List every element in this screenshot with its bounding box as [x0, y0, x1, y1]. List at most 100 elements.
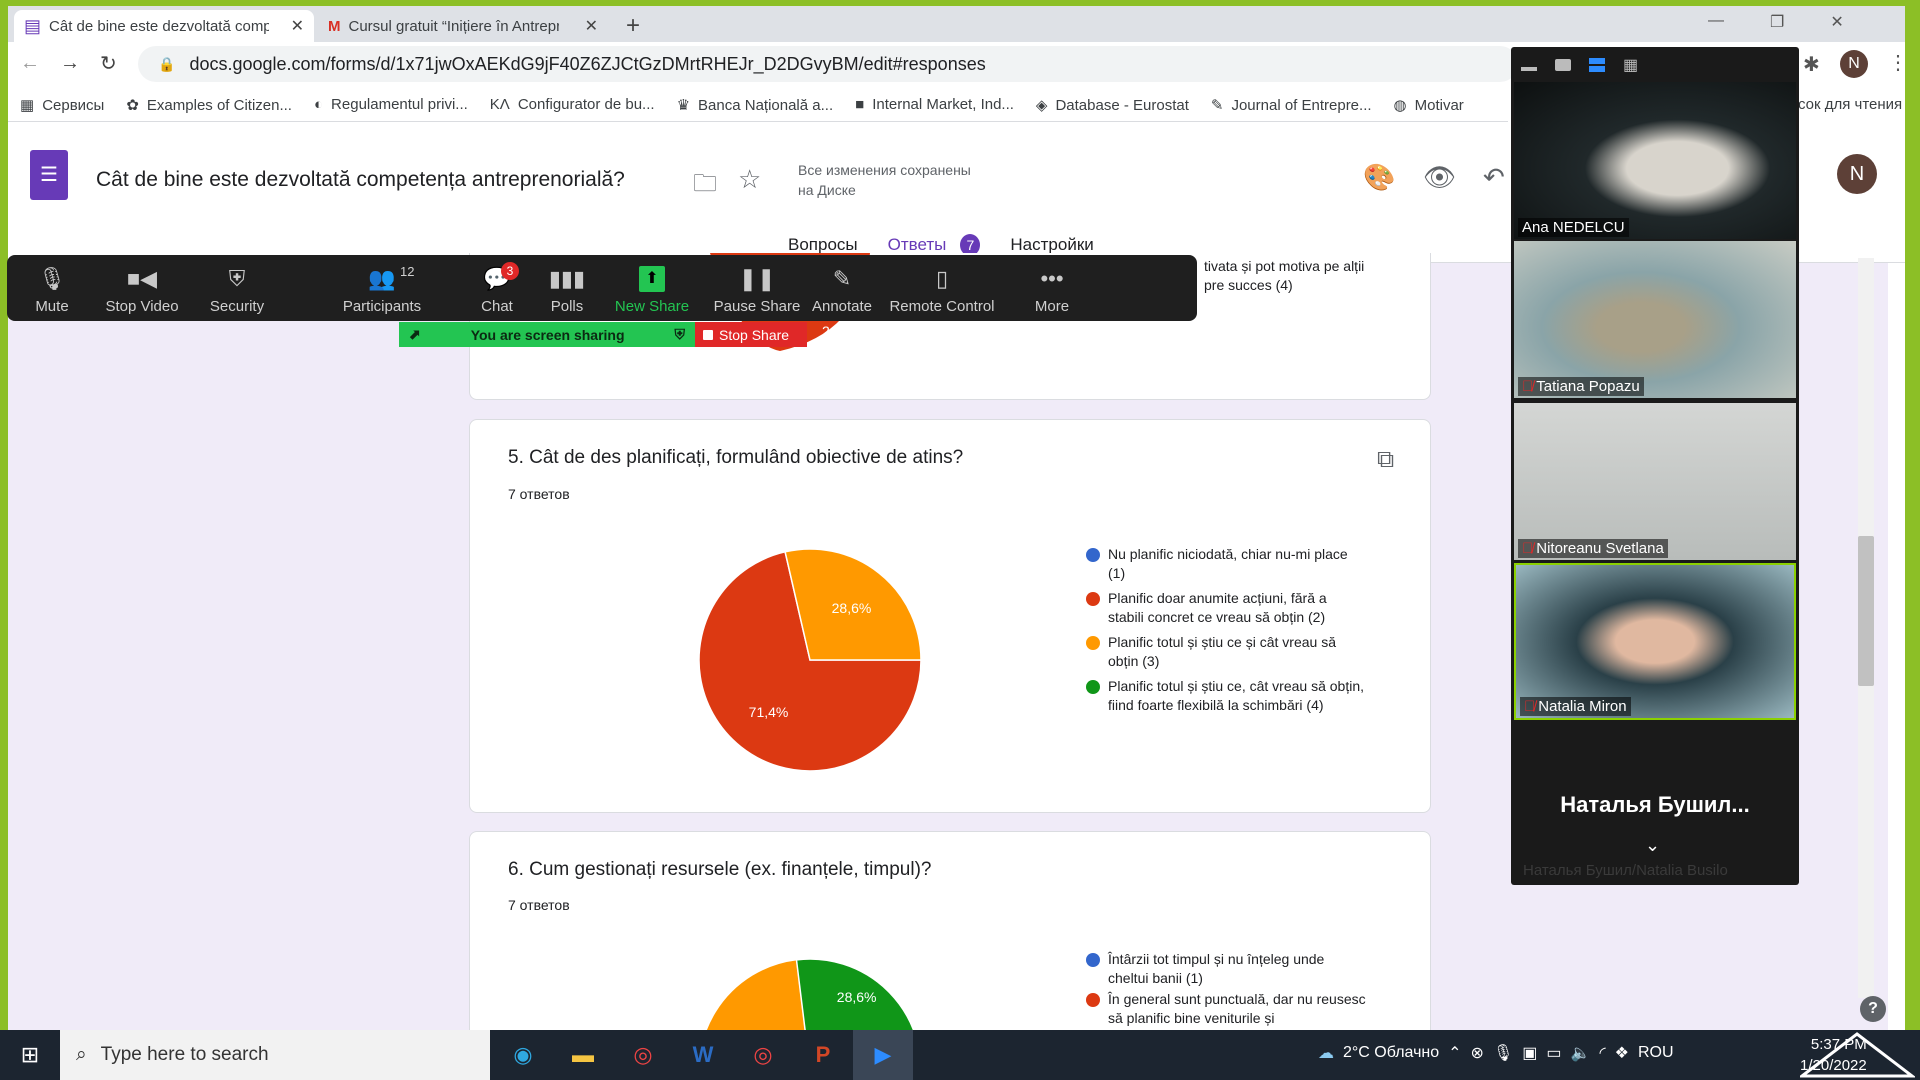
chrome-icon[interactable]: ◎ — [633, 1042, 653, 1067]
zoom-stop-video-button[interactable]: ■◀ Stop Video — [105, 266, 179, 315]
video-tile-active-speaker[interactable]: 🎙̸ Natalia Miron — [1514, 563, 1796, 720]
scrollbar-thumb[interactable] — [1858, 536, 1874, 686]
tab-questions[interactable]: Вопросы — [788, 235, 858, 254]
zoom-polls-button[interactable]: ▮▮▮ Polls — [548, 266, 586, 315]
windows-taskbar: ⊞ ⌕ Type here to search ◉ ▬ ◎ W ◎ P ▶ ☁ 2… — [0, 1030, 1920, 1080]
legend-item[interactable]: Planific doar anumite acțiuni, fără a st… — [1086, 589, 1366, 627]
battery-icon[interactable]: ▭ — [1546, 1045, 1562, 1062]
legend-item[interactable]: Nu planific niciodată, chiar nu-mi place… — [1086, 545, 1366, 583]
video-tile[interactable]: Ana NEDELCU — [1514, 82, 1796, 239]
zoom-remote-control-button[interactable]: ▯ Remote Control — [889, 266, 995, 315]
bookmark-item[interactable]: ◐ Regulamentul privi... — [313, 96, 468, 113]
legend-item[interactable]: Întârzii tot timpul și nu înțeleg unde c… — [1086, 950, 1366, 988]
help-icon[interactable]: ? — [1860, 996, 1886, 1022]
display-icon[interactable]: ▣ — [1522, 1045, 1538, 1062]
wifi-icon[interactable]: ◜ — [1599, 1045, 1606, 1062]
form-title[interactable]: Cât de bine este dezvoltată competența a… — [96, 168, 625, 191]
copy-chart-icon[interactable]: ⧉ — [1377, 446, 1395, 473]
zoom-security-button[interactable]: ⛨ Security — [209, 266, 265, 315]
scrollbar[interactable] — [1858, 258, 1874, 998]
microphone-icon[interactable]: 🎙 — [1492, 1045, 1514, 1062]
pie-slice[interactable] — [698, 550, 922, 772]
word-icon[interactable]: W — [692, 1042, 714, 1067]
response-count: 7 ответов — [508, 486, 570, 502]
watermark-logo — [1800, 1032, 1915, 1078]
extensions-icon[interactable]: ✱ — [1803, 54, 1820, 76]
legend-item[interactable]: În general sunt punctuală, dar nu reuses… — [1086, 990, 1366, 1028]
pie-slice[interactable] — [784, 548, 922, 661]
legend-swatch — [1086, 953, 1100, 967]
gallery-view-icon[interactable]: ▦ — [1623, 57, 1638, 74]
bookmark-item[interactable]: ✿ Examples of Citizen... — [126, 96, 292, 114]
profile-avatar[interactable]: N — [1840, 50, 1868, 78]
question-card-5: 5. Cât de des planificați, formulând obi… — [469, 419, 1431, 813]
bookmark-item[interactable]: ◍ Motivar — [1393, 96, 1464, 114]
drag-handle-icon[interactable]: ⬈ — [409, 326, 421, 342]
forms-logo-icon[interactable]: ☰ — [30, 150, 68, 200]
zoom-meeting-toolbar: 🎙 Mute ■◀ Stop Video ⛨ Security 👥 12 Participant… — [7, 255, 1197, 321]
star-icon[interactable]: ☆ — [738, 164, 762, 194]
network-error-icon[interactable]: ⊗ — [1470, 1045, 1484, 1062]
palette-icon[interactable]: 🎨 — [1363, 162, 1396, 192]
chevron-up-icon[interactable]: ⌃ — [1448, 1045, 1462, 1062]
stop-share-button[interactable]: Stop Share — [695, 322, 807, 347]
tab-settings[interactable]: Настройки — [1010, 235, 1094, 254]
dropbox-icon[interactable]: ❖ — [1614, 1045, 1629, 1062]
zoom-app-icon[interactable]: ▶ — [853, 1030, 913, 1080]
reading-list[interactable]: сок для чтения — [1798, 96, 1903, 113]
hide-video-icon[interactable] — [1555, 59, 1571, 71]
back-icon[interactable]: ← — [20, 52, 40, 74]
edge-icon[interactable]: ◉ — [513, 1042, 533, 1067]
volume-icon[interactable]: 🔈 — [1570, 1045, 1591, 1062]
powerpoint-icon[interactable]: P — [815, 1042, 831, 1067]
video-tile[interactable]: 🎙̸ Nitoreanu Svetlana — [1514, 403, 1796, 560]
bookmarks-bar: ▦ Сервисы ✿ Examples of Citizen... ◐ Regulame… — [8, 88, 1508, 122]
maximize-icon[interactable]: ❐ — [1770, 14, 1785, 31]
undo-icon[interactable]: ↶ — [1483, 162, 1505, 192]
bookmark-item[interactable]: ■ Internal Market, Ind... — [855, 96, 1014, 113]
tab-gmail[interactable]: M Cursul gratuit “Inițiere în Antrepr ✕ — [328, 17, 598, 36]
reload-icon[interactable]: ↻ — [100, 53, 117, 75]
bookmark-item[interactable]: ▦ Сервисы — [20, 96, 105, 114]
chrome-profile-icon[interactable]: ◎ — [753, 1042, 773, 1067]
pie-slice[interactable] — [795, 958, 921, 1030]
legend-item[interactable]: Planific totul și știu ce, cât vreau să … — [1086, 677, 1366, 715]
pie-slice[interactable] — [699, 959, 810, 1030]
preview-eye-icon[interactable]: 👁 — [1423, 162, 1457, 192]
zoom-mute-button[interactable]: 🎙 Mute — [35, 266, 69, 315]
windows-start-icon[interactable]: ⊞ — [20, 1042, 40, 1067]
close-window-icon[interactable]: ✕ — [1830, 14, 1844, 31]
bookmark-item[interactable]: KΛ Configurator de bu... — [489, 96, 655, 113]
chart-legend: Nu planific niciodată, chiar nu-mi place… — [1086, 545, 1366, 721]
bookmark-icon: ■ — [855, 96, 865, 113]
zoom-pause-share-button[interactable]: ❚❚ Pause Share — [713, 266, 801, 315]
new-tab-button[interactable]: + — [626, 12, 641, 39]
zoom-more-button[interactable]: ••• More — [1034, 266, 1070, 315]
close-tab-icon[interactable]: ✕ — [584, 18, 598, 35]
video-tile[interactable]: 🎙̸ Tatiana Popazu — [1514, 241, 1796, 398]
minimize-icon[interactable]: — — [1708, 12, 1724, 29]
legend-item[interactable]: Planific totul și știu ce și cât vreau s… — [1086, 633, 1366, 671]
chevron-down-icon[interactable]: ⌄ — [1645, 835, 1661, 855]
bookmark-item[interactable]: ◈ Database - Eurostat — [1035, 96, 1189, 114]
bookmark-item[interactable]: ✎ Journal of Entrepre... — [1210, 96, 1372, 114]
speaker-view-icon[interactable] — [1589, 58, 1605, 72]
tab-responses[interactable]: Ответы 7 — [888, 234, 981, 256]
folder-icon[interactable]: 🗀 — [693, 170, 717, 197]
forward-icon[interactable]: → — [60, 52, 80, 74]
file-explorer-icon[interactable]: ▬ — [572, 1042, 594, 1067]
clock[interactable]: 5:37 PM 1/20/2022 — [1800, 1036, 1867, 1074]
taskbar-search-input[interactable]: ⌕ Type here to search — [60, 1030, 490, 1080]
url-input[interactable]: 🔒 docs.google.com/forms/d/1x71jwOxAEKdG9j… — [138, 46, 1518, 82]
minimize-icon[interactable] — [1521, 67, 1537, 71]
menu-icon[interactable]: ⋮ — [1888, 52, 1905, 74]
tab-forms[interactable]: ▤ Cât de bine este dezvoltată comp ✕ — [14, 10, 314, 42]
form-avatar[interactable]: N — [1837, 154, 1877, 194]
zoom-chat-button[interactable]: 💬 3 Chat — [457, 262, 537, 315]
bookmark-icon: ♛ — [676, 96, 691, 114]
zoom-new-share-button[interactable]: ⬆ New Share — [597, 266, 707, 315]
zoom-annotate-button[interactable]: ✎ Annotate — [811, 266, 873, 315]
zoom-participants-button[interactable]: 👥 12 Participants — [342, 264, 422, 315]
bookmark-item[interactable]: ♛ Banca Națională a... — [676, 96, 834, 114]
close-tab-icon[interactable]: ✕ — [290, 18, 304, 35]
